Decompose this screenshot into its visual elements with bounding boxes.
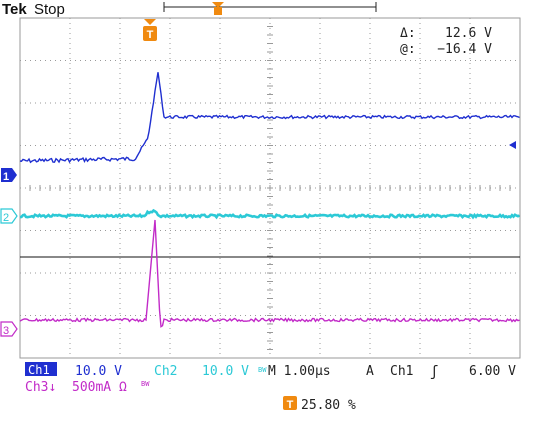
at-label: @:	[400, 42, 416, 57]
trigger-type-icon: A	[366, 364, 374, 379]
ch3-scale: 500mA Ω	[72, 380, 127, 395]
at-value: −16.4 V	[437, 42, 492, 57]
ch2-waveform	[19, 208, 520, 220]
ch2-marker[interactable]: 2	[0, 208, 18, 224]
record-trigger-icon	[212, 2, 224, 15]
ch2-scale: 10.0 V	[202, 364, 249, 379]
svg-text:T: T	[287, 399, 294, 411]
svg-text:T: T	[147, 29, 154, 41]
acquisition-status: Stop	[34, 1, 65, 18]
trigger-source: Ch1	[390, 364, 413, 379]
ch1-label-box	[25, 362, 57, 376]
cursor-readout: Δ: 12.6 V @: −16.4 V	[400, 26, 492, 57]
trigger-position-icon[interactable]: T	[143, 19, 157, 41]
ch2-bw-icon: BW	[258, 366, 267, 374]
trigger-position: 25.80 %	[301, 398, 356, 413]
trigger-level: 6.00 V	[469, 364, 516, 379]
ch1-label: Ch1	[28, 363, 50, 377]
svg-text:2: 2	[3, 212, 9, 224]
ch3-marker[interactable]: 3	[0, 321, 18, 337]
svg-text:3: 3	[3, 325, 9, 337]
trigger-slope-icon: ʃ	[430, 364, 438, 380]
ch3-waveform	[19, 219, 520, 328]
channel-readouts: Ch1 10.0 V Ch2 10.0 V BW M 1.00µs A Ch1 …	[25, 362, 516, 413]
ch1-scale: 10.0 V	[75, 364, 122, 379]
delta-label: Δ:	[400, 26, 416, 41]
svg-text:1: 1	[3, 171, 9, 183]
ch3-bw-icon: BW	[141, 380, 150, 388]
ch1-waveform	[19, 72, 520, 164]
ch2-label: Ch2	[154, 364, 177, 379]
trigger-level-icon[interactable]	[509, 141, 516, 149]
ch3-label: Ch3↓	[25, 380, 56, 395]
ch1-marker[interactable]: 1	[1, 168, 17, 183]
graticule	[19, 17, 521, 359]
delta-value: 12.6 V	[445, 26, 492, 41]
record-position-bar[interactable]	[163, 2, 377, 15]
trigger-position-readout-icon: T	[283, 396, 297, 411]
timebase: M 1.00µs	[268, 364, 331, 379]
brand-label: Tek	[2, 1, 27, 18]
